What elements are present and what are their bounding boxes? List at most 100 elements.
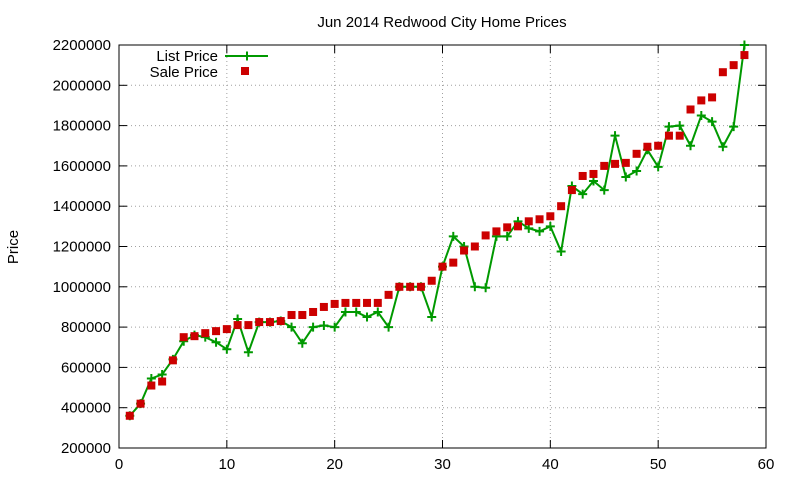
list-price-point <box>535 226 545 236</box>
sale-price-point <box>330 299 339 308</box>
sale-price-point <box>460 246 469 255</box>
list-price-point <box>502 231 512 241</box>
list-price-point <box>330 322 340 332</box>
list-price-point <box>675 121 685 131</box>
y-tick-label: 1000000 <box>53 279 111 296</box>
y-tick-label: 1600000 <box>53 158 111 175</box>
list-price-point <box>632 166 642 176</box>
x-tick-label: 0 <box>115 456 123 473</box>
list-price-point <box>686 141 696 151</box>
list-price-point <box>362 312 372 322</box>
legend-list-price-label: List Price <box>156 48 218 65</box>
list-price-point <box>373 307 383 317</box>
list-price-point <box>729 122 739 132</box>
legend-sale-price-marker <box>241 67 249 75</box>
list-price-point <box>664 122 674 132</box>
sale-price-point <box>438 262 447 271</box>
sale-price-point <box>427 276 436 285</box>
sale-price-point <box>319 302 328 311</box>
list-price-point <box>243 347 253 357</box>
sale-price-point <box>578 171 587 180</box>
sale-price-point <box>675 131 684 140</box>
x-tick-label: 60 <box>758 456 775 473</box>
sale-price-point <box>179 333 188 342</box>
legend-list-price-marker <box>242 51 252 61</box>
sale-price-point <box>697 96 706 105</box>
list-price-point <box>707 117 717 127</box>
sale-price-point <box>664 131 673 140</box>
sale-price-point <box>406 282 415 291</box>
list-price-point <box>621 172 631 182</box>
sale-price-point <box>265 318 274 327</box>
x-tick-label: 40 <box>542 456 559 473</box>
sale-price-point <box>535 215 544 224</box>
y-tick-label: 600000 <box>61 359 111 376</box>
list-price-point <box>427 312 437 322</box>
sale-price-point <box>147 381 156 390</box>
list-price-point <box>340 307 350 317</box>
list-price-point <box>718 142 728 152</box>
sale-price-point <box>557 202 566 211</box>
y-tick-labels: 200000 400000 600000 800000 1000000 1200000 14… <box>53 37 111 457</box>
series-0 <box>125 40 749 421</box>
sale-price-point <box>654 141 663 150</box>
axis-ticks <box>118 44 767 449</box>
y-tick-label: 1200000 <box>53 239 111 256</box>
sale-price-point <box>708 93 717 102</box>
sale-price-point <box>611 159 620 168</box>
legend: List Price Sale Price <box>150 48 268 81</box>
y-tick-label: 2000000 <box>53 77 111 94</box>
sale-price-point <box>513 222 522 231</box>
x-tick-label: 20 <box>326 456 343 473</box>
list-price-point <box>578 189 588 199</box>
y-tick-label: 400000 <box>61 400 111 417</box>
list-price-line <box>129 44 746 417</box>
list-price-point <box>696 111 706 121</box>
y-tick-label: 2200000 <box>53 37 111 54</box>
sale-price-point <box>276 317 285 326</box>
sale-price-point <box>363 298 372 307</box>
chart-title: Jun 2014 Redwood City Home Prices <box>317 14 566 31</box>
list-price-point <box>448 231 458 241</box>
sale-price-point <box>287 311 296 320</box>
sale-price-point <box>212 327 221 336</box>
sale-price-point <box>524 217 533 226</box>
sale-price-point <box>621 158 630 167</box>
sale-price-point <box>125 411 134 420</box>
sale-price-point <box>729 61 738 70</box>
sale-price-point <box>632 149 641 158</box>
x-tick-label: 10 <box>218 456 235 473</box>
x-tick-label: 30 <box>434 456 451 473</box>
list-price-point <box>222 344 232 354</box>
sale-price-point <box>740 51 749 60</box>
list-price-point <box>653 162 663 172</box>
list-price-point <box>610 131 620 141</box>
list-price-point <box>319 320 329 330</box>
grid-lines <box>119 45 766 448</box>
sale-price-point <box>341 298 350 307</box>
sale-price-point <box>589 169 598 178</box>
sale-price-point <box>567 186 576 195</box>
sale-price-point <box>233 321 242 330</box>
sale-price-point <box>190 332 199 341</box>
sale-price-point <box>168 356 177 365</box>
series-layer <box>125 40 749 421</box>
list-price-point <box>308 322 318 332</box>
sale-price-point <box>244 321 253 330</box>
sale-price-point <box>373 298 382 307</box>
sale-price-point <box>352 298 361 307</box>
y-axis-label: Price <box>5 230 22 264</box>
list-price-point <box>470 282 480 292</box>
series-1 <box>125 51 749 420</box>
sale-price-point <box>503 223 512 232</box>
sale-price-point <box>643 142 652 151</box>
sale-price-point <box>416 282 425 291</box>
sale-price-point <box>201 329 210 338</box>
sale-price-point <box>255 318 264 327</box>
sale-price-point <box>686 105 695 114</box>
list-price-point <box>351 307 361 317</box>
list-price-point <box>599 185 609 195</box>
y-tick-label: 1400000 <box>53 198 111 215</box>
sale-price-point <box>481 231 490 240</box>
